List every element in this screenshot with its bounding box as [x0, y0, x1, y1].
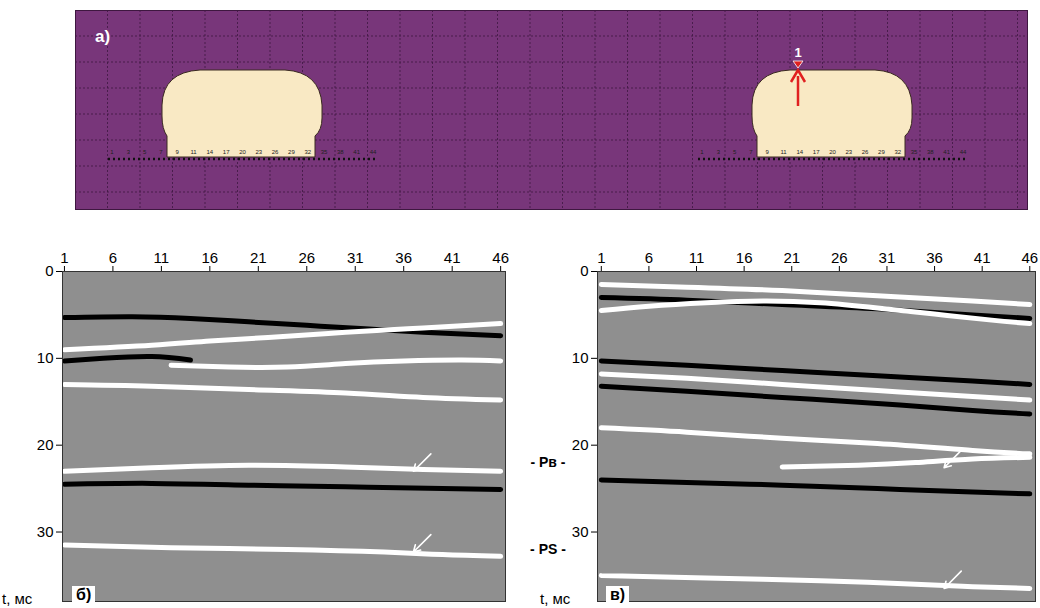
- svg-text:38: 38: [927, 149, 934, 155]
- svg-text:7: 7: [749, 149, 753, 155]
- svg-text:30: 30: [37, 523, 54, 540]
- svg-text:5: 5: [143, 149, 147, 155]
- svg-text:21: 21: [250, 249, 267, 266]
- svg-text:26: 26: [862, 149, 869, 155]
- svg-text:20: 20: [829, 149, 836, 155]
- svg-text:1: 1: [60, 249, 68, 266]
- svg-text:23: 23: [845, 149, 852, 155]
- svg-text:10: 10: [572, 349, 589, 366]
- svg-text:3: 3: [127, 149, 131, 155]
- html-text:в): в): [610, 586, 626, 603]
- svg-text:14: 14: [797, 149, 804, 155]
- svg-text:17: 17: [223, 149, 230, 155]
- svg-text:20: 20: [239, 149, 246, 155]
- svg-text:6: 6: [109, 249, 117, 266]
- svg-text:1: 1: [794, 45, 801, 60]
- svg-text:5: 5: [733, 149, 737, 155]
- svg-text:30: 30: [572, 523, 589, 540]
- svg-text:26: 26: [272, 149, 279, 155]
- svg-text:35: 35: [321, 149, 328, 155]
- svg-text:11: 11: [689, 249, 705, 266]
- html-text:t, мс: t, мс: [2, 590, 33, 607]
- svg-text:16: 16: [201, 249, 218, 266]
- svg-text:1: 1: [597, 249, 605, 266]
- svg-text:36: 36: [395, 249, 412, 266]
- svg-text:35: 35: [911, 149, 918, 155]
- svg-text:41: 41: [353, 149, 360, 155]
- svg-text:41: 41: [974, 249, 991, 266]
- svg-text:26: 26: [831, 249, 848, 266]
- svg-text:38: 38: [337, 149, 344, 155]
- svg-text:0: 0: [580, 262, 588, 279]
- svg-text:17: 17: [813, 149, 820, 155]
- svg-text:11: 11: [780, 149, 787, 155]
- svg-text:10: 10: [37, 349, 54, 366]
- svg-text:32: 32: [894, 149, 901, 155]
- svg-text:46: 46: [492, 249, 509, 266]
- svg-text:11: 11: [154, 249, 170, 266]
- svg-text:36: 36: [926, 249, 943, 266]
- svg-text:26: 26: [298, 249, 315, 266]
- svg-text:23: 23: [255, 149, 262, 155]
- svg-text:16: 16: [736, 249, 753, 266]
- svg-text:21: 21: [783, 249, 800, 266]
- svg-text:9: 9: [766, 149, 770, 155]
- svg-text:1: 1: [110, 149, 114, 155]
- svg-text:29: 29: [878, 149, 885, 155]
- svg-text:а): а): [95, 27, 110, 46]
- svg-text:11: 11: [190, 149, 197, 155]
- svg-text:0: 0: [45, 262, 53, 279]
- svg-text:31: 31: [879, 249, 896, 266]
- svg-text:32: 32: [304, 149, 311, 155]
- svg-text:20: 20: [572, 436, 589, 453]
- svg-text:44: 44: [960, 149, 967, 155]
- svg-text:6: 6: [645, 249, 653, 266]
- svg-text:3: 3: [717, 149, 721, 155]
- svg-text:41: 41: [444, 249, 461, 266]
- svg-text:14: 14: [207, 149, 214, 155]
- html-text:- PS -: - PS -: [530, 540, 566, 557]
- svg-text:46: 46: [1021, 249, 1038, 266]
- svg-text:41: 41: [943, 149, 950, 155]
- svg-text:44: 44: [370, 149, 377, 155]
- svg-text:31: 31: [347, 249, 364, 266]
- svg-text:20: 20: [37, 436, 54, 453]
- html-text:- Pв -: - Pв -: [530, 454, 566, 470]
- svg-text:29: 29: [288, 149, 295, 155]
- html-text:t, мс: t, мс: [540, 590, 571, 607]
- html-text:б): б): [76, 586, 92, 603]
- svg-text:9: 9: [176, 149, 180, 155]
- svg-text:1: 1: [700, 149, 704, 155]
- svg-text:7: 7: [159, 149, 163, 155]
